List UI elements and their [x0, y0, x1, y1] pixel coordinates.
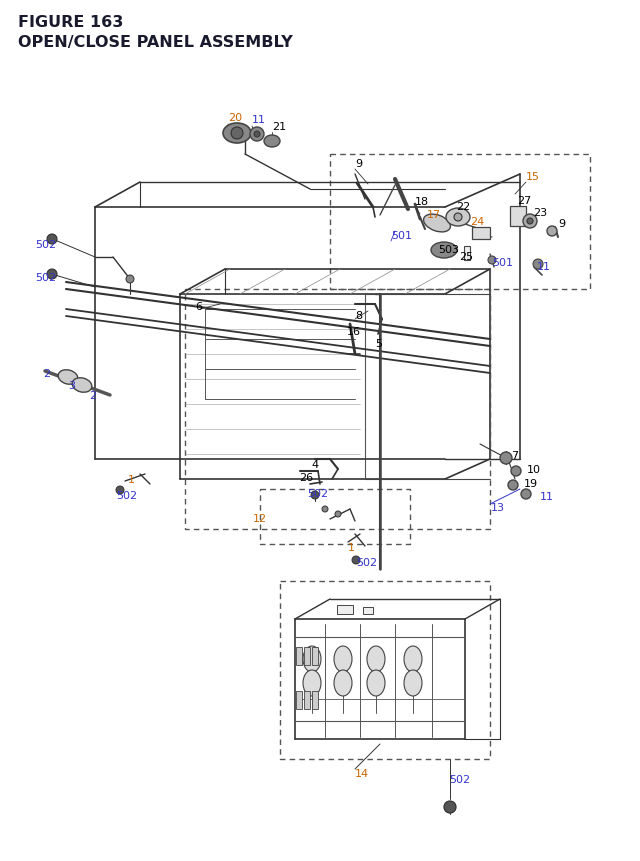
- Ellipse shape: [367, 670, 385, 697]
- Text: 9: 9: [355, 158, 362, 169]
- Bar: [296, 691, 302, 709]
- Bar: [296, 647, 302, 666]
- Text: 501: 501: [492, 257, 513, 268]
- Text: 12: 12: [253, 513, 267, 523]
- Circle shape: [352, 556, 360, 564]
- Text: 24: 24: [470, 217, 484, 226]
- Text: 26: 26: [299, 473, 313, 482]
- Circle shape: [488, 257, 496, 264]
- Text: 21: 21: [272, 122, 286, 132]
- Text: 502: 502: [307, 488, 328, 499]
- Circle shape: [47, 269, 57, 280]
- Text: 27: 27: [517, 195, 531, 206]
- Circle shape: [231, 127, 243, 139]
- Text: 14: 14: [355, 768, 369, 778]
- Text: 502: 502: [35, 273, 56, 282]
- Bar: [363, 607, 373, 614]
- Circle shape: [250, 127, 264, 142]
- Ellipse shape: [446, 208, 470, 226]
- Text: 4: 4: [311, 460, 318, 469]
- Text: 19: 19: [524, 479, 538, 488]
- Circle shape: [547, 226, 557, 237]
- Text: FIGURE 163: FIGURE 163: [18, 15, 124, 30]
- Circle shape: [523, 214, 537, 229]
- Circle shape: [521, 489, 531, 499]
- Text: 16: 16: [347, 326, 361, 337]
- Text: 502: 502: [35, 239, 56, 250]
- Circle shape: [527, 219, 533, 225]
- Ellipse shape: [72, 378, 92, 393]
- Text: 17: 17: [427, 210, 441, 220]
- Ellipse shape: [404, 647, 422, 672]
- Text: 5: 5: [375, 338, 382, 349]
- Text: 502: 502: [116, 491, 137, 500]
- Text: 25: 25: [459, 251, 473, 262]
- Circle shape: [500, 453, 512, 464]
- Text: 11: 11: [537, 262, 551, 272]
- Circle shape: [511, 467, 521, 476]
- Ellipse shape: [58, 370, 78, 385]
- Bar: [312, 691, 318, 709]
- Text: 18: 18: [415, 197, 429, 207]
- Circle shape: [454, 214, 462, 222]
- Ellipse shape: [424, 215, 451, 232]
- Circle shape: [533, 260, 543, 269]
- Text: 503: 503: [438, 245, 459, 255]
- Circle shape: [311, 492, 319, 499]
- Circle shape: [322, 506, 328, 512]
- Text: 501: 501: [391, 231, 412, 241]
- Text: 502: 502: [356, 557, 377, 567]
- Ellipse shape: [223, 124, 251, 144]
- Bar: [510, 207, 526, 226]
- Bar: [337, 605, 353, 614]
- Circle shape: [335, 511, 341, 517]
- Text: 9: 9: [558, 219, 565, 229]
- Circle shape: [47, 235, 57, 245]
- Text: 1: 1: [348, 542, 355, 553]
- Ellipse shape: [431, 243, 457, 258]
- Text: 15: 15: [526, 172, 540, 182]
- Text: 20: 20: [228, 113, 242, 123]
- Ellipse shape: [264, 136, 280, 148]
- Text: 23: 23: [533, 208, 547, 218]
- Bar: [472, 228, 490, 239]
- Text: 10: 10: [527, 464, 541, 474]
- Text: 13: 13: [491, 503, 505, 512]
- Circle shape: [126, 276, 134, 283]
- Bar: [304, 647, 310, 666]
- Text: OPEN/CLOSE PANEL ASSEMBLY: OPEN/CLOSE PANEL ASSEMBLY: [18, 35, 292, 50]
- Bar: [312, 647, 318, 666]
- Text: 6: 6: [195, 301, 202, 312]
- Text: 7: 7: [511, 450, 518, 461]
- Text: 2: 2: [43, 369, 50, 379]
- Text: 1: 1: [128, 474, 135, 485]
- Text: 11: 11: [540, 492, 554, 501]
- Ellipse shape: [334, 647, 352, 672]
- Bar: [464, 247, 470, 261]
- Text: 22: 22: [456, 201, 470, 212]
- Ellipse shape: [367, 647, 385, 672]
- Circle shape: [508, 480, 518, 491]
- Circle shape: [444, 801, 456, 813]
- Text: 2: 2: [89, 391, 96, 400]
- Ellipse shape: [303, 647, 321, 672]
- Text: 502: 502: [449, 774, 470, 784]
- Circle shape: [116, 486, 124, 494]
- Ellipse shape: [303, 670, 321, 697]
- Bar: [304, 691, 310, 709]
- Text: 3: 3: [68, 381, 75, 391]
- Ellipse shape: [334, 670, 352, 697]
- Ellipse shape: [404, 670, 422, 697]
- Circle shape: [254, 132, 260, 138]
- Text: 8: 8: [355, 311, 362, 320]
- Text: 11: 11: [252, 115, 266, 125]
